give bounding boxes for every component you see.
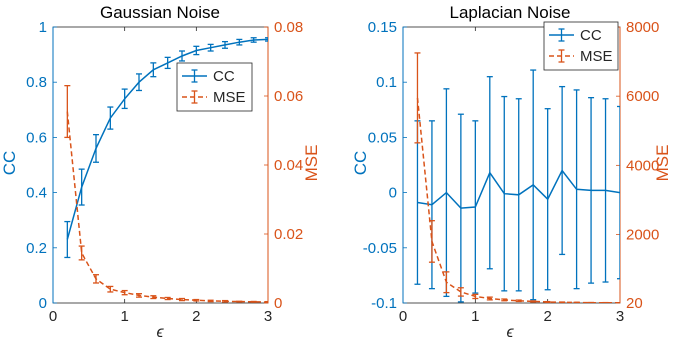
x-tick-label: 2 — [192, 308, 200, 325]
y-left-tick-label: 0.05 — [368, 129, 397, 146]
laplacian-title: Laplacian Noise — [450, 3, 571, 22]
x-tick-label: 3 — [264, 308, 272, 325]
legend-box — [543, 21, 619, 71]
laplacian-ylabel-left: CC — [351, 151, 370, 176]
series-mse-line — [66, 111, 268, 303]
gaussian-xlabel: ϵ — [156, 324, 164, 341]
legend-label: MSE — [580, 48, 613, 65]
y-left-tick-label: 0.4 — [26, 185, 47, 202]
y-right-tick-label: 0.02 — [274, 226, 303, 243]
y-right-tick-label: 8000 — [626, 19, 659, 36]
y-left-tick-label: 0.2 — [26, 240, 47, 257]
x-tick-label: 0 — [399, 308, 407, 325]
legend-label: CC — [580, 27, 602, 44]
legend-label: MSE — [213, 89, 246, 106]
data-layer — [64, 37, 268, 303]
y-right-tick-label: 0 — [274, 295, 282, 312]
gaussian-title: Gaussian Noise — [100, 3, 220, 22]
gaussian-ylabel-right: MSE — [302, 145, 321, 182]
legend-box — [176, 62, 253, 112]
legend-label: CC — [213, 68, 235, 85]
y-right-tick-label: 20 — [626, 295, 643, 312]
x-tick-label: 0 — [49, 308, 57, 325]
y-left-tick-label: 0.1 — [376, 74, 397, 91]
y-right-tick-label: 4000 — [626, 157, 659, 174]
y-left-tick-label: -0.05 — [363, 240, 397, 257]
x-tick-label: 3 — [616, 308, 624, 325]
y-right-tick-label: 0.06 — [274, 88, 303, 105]
y-left-tick-label: 0 — [39, 295, 47, 312]
gaussian-ylabel-left: CC — [0, 151, 19, 176]
chart-laplacian: Laplacian Noise CC MSE ϵ 0 1 2 3-0.1-0.0500… — [351, 3, 672, 341]
y-left-tick-label: -0.1 — [371, 295, 397, 312]
data-layer — [414, 52, 620, 303]
x-tick-label: 1 — [471, 308, 479, 325]
chart-gaussian: Gaussian Noise CC MSE ϵ 0 1 2 300.20.40.60.… — [0, 3, 321, 341]
y-left-tick-label: 0 — [389, 185, 397, 202]
x-tick-label: 2 — [543, 308, 551, 325]
y-left-tick-label: 0.8 — [26, 74, 47, 91]
y-left-tick-label: 1 — [39, 19, 47, 36]
laplacian-ylabel-right: MSE — [653, 145, 672, 182]
x-tick-label: 1 — [120, 308, 128, 325]
laplacian-plot-area: 0 1 2 3 -0.1 -0.05 0 0.05 0.1 0.15 20 2000 4000 6000 8… — [363, 19, 660, 325]
y-right-tick-label: 6000 — [626, 88, 659, 105]
series-mse-line — [416, 97, 620, 303]
y-right-tick-label: 0.08 — [274, 19, 303, 36]
y-left-tick-label: 0.15 — [368, 19, 397, 36]
legend: CC MSE — [176, 62, 253, 112]
legend: CC MSE — [543, 21, 619, 71]
y-right-tick-label: 2000 — [626, 227, 659, 244]
y-right-tick-label: 0.04 — [274, 157, 303, 174]
y-left-tick-label: 0.6 — [26, 129, 47, 146]
laplacian-xlabel: ϵ — [506, 324, 514, 341]
